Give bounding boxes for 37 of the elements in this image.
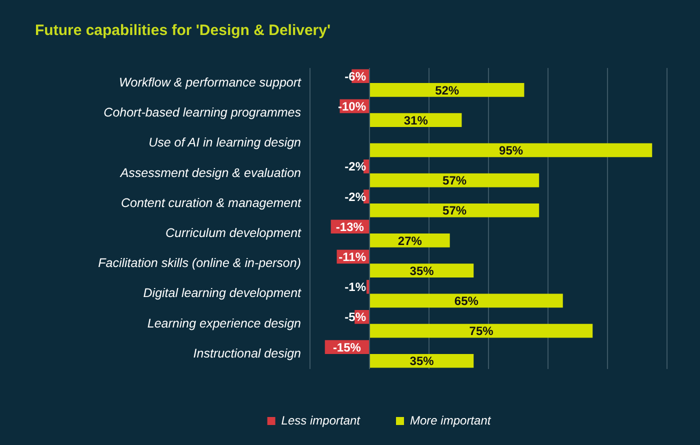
data-label: 27%	[398, 234, 422, 248]
legend-label: More important	[410, 413, 492, 428]
data-label: 75%	[469, 324, 494, 338]
data-label: -13%	[336, 220, 364, 234]
bar	[370, 354, 474, 368]
y-tick-label: Assessment design & evaluation	[119, 166, 302, 180]
legend-label: Less important	[281, 413, 361, 428]
bar	[370, 113, 462, 127]
data-label: 52%	[435, 83, 460, 98]
data-label: 57%	[442, 174, 467, 188]
y-tick-label: Curriculum development	[166, 226, 302, 240]
y-tick-label: Digital learning development	[143, 286, 302, 300]
bar	[370, 173, 540, 188]
data-label: 35%	[410, 354, 434, 368]
y-tick-label: Use of AI in learning design	[148, 136, 302, 150]
data-label: -1%	[344, 280, 366, 294]
data-label: 57%	[442, 204, 467, 218]
data-label: 95%	[499, 143, 524, 158]
y-tick-label: Facilitation skills (online & in-person)	[98, 256, 301, 270]
bar	[370, 234, 450, 248]
y-tick-label: Cohort-based learning programmes	[104, 106, 301, 120]
bar	[370, 83, 524, 97]
bar	[370, 294, 563, 308]
data-label: 31%	[404, 113, 428, 128]
y-tick-label: Instructional design	[193, 346, 302, 360]
y-tick-label: Learning experience design	[147, 316, 302, 330]
bar	[370, 143, 652, 158]
bar	[370, 324, 593, 338]
bar	[370, 203, 540, 218]
data-label: -15%	[332, 340, 362, 354]
data-label: -11%	[338, 250, 366, 264]
data-label: 35%	[410, 264, 434, 278]
text: Future capabilities for 'Design & Delivery'	[35, 22, 331, 40]
y-tick-label: Content curation & management	[121, 196, 302, 210]
bar	[370, 264, 474, 278]
data-label: 65%	[454, 294, 479, 308]
y-tick-label: Workflow & performance support	[118, 76, 302, 90]
